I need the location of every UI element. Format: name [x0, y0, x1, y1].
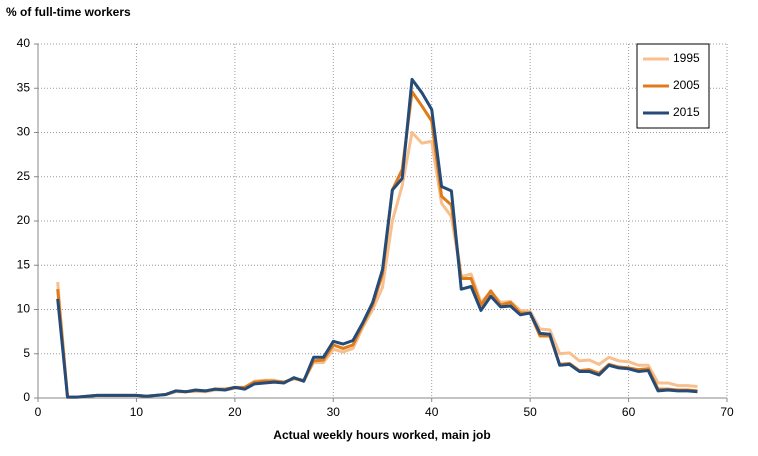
legend-label: 2015: [673, 105, 700, 119]
x-tick-label: 70: [720, 405, 734, 419]
y-tick-label: 20: [17, 213, 31, 227]
chart-title: % of full-time workers: [6, 5, 131, 19]
y-tick-label: 10: [17, 302, 31, 316]
series-line: [56, 77, 698, 399]
x-tick-label: 30: [327, 405, 341, 419]
y-tick-label: 5: [23, 346, 30, 360]
x-tick-label: 20: [228, 405, 242, 419]
legend-label: 2005: [673, 78, 700, 92]
x-tick-label: 0: [35, 405, 42, 419]
y-tick-label: 25: [17, 169, 31, 183]
y-tick-label: 15: [17, 257, 31, 271]
y-tick-label: 35: [17, 80, 31, 94]
y-tick-label: 0: [23, 390, 30, 404]
y-tick-label: 40: [17, 36, 31, 50]
x-tick-label: 60: [622, 405, 636, 419]
legend-label: 1995: [673, 51, 700, 65]
series-line: [56, 90, 698, 399]
x-tick-label: 40: [425, 405, 439, 419]
x-axis-label: Actual weekly hours worked, main job: [273, 428, 490, 442]
x-tick-label: 50: [523, 405, 537, 419]
x-tick-label: 10: [130, 405, 144, 419]
y-tick-label: 30: [17, 125, 31, 139]
